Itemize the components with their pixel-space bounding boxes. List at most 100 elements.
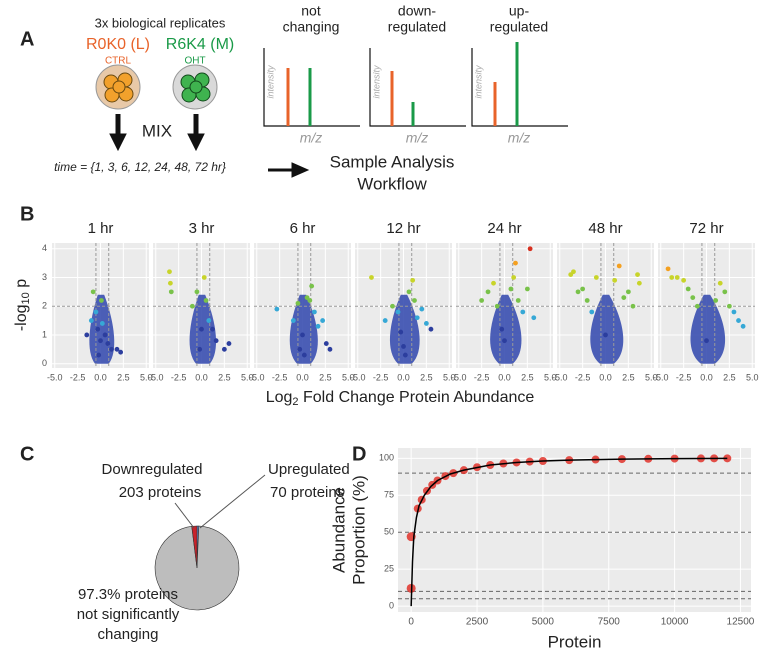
- point: [167, 280, 173, 286]
- point: [320, 318, 326, 323]
- x-tick-label: -5.0: [552, 372, 568, 382]
- point: [527, 246, 533, 252]
- x-tick-label: -5.0: [451, 372, 467, 382]
- facet-title: 12 hr: [386, 220, 420, 237]
- point: [315, 323, 321, 329]
- point: [428, 326, 434, 332]
- x-tick-label: 0.0: [94, 372, 107, 382]
- axis-label-part: p: [13, 279, 30, 292]
- point: [511, 275, 517, 280]
- x-tick-label: 0.0: [599, 372, 612, 382]
- y-tick-label: 3: [42, 272, 47, 282]
- medium-label: R6K4 (M): [166, 36, 234, 53]
- spectrum-title: up-: [509, 3, 530, 19]
- x-tick-label: 0.0: [397, 372, 410, 382]
- point: [726, 303, 732, 309]
- point: [685, 286, 691, 292]
- point: [98, 338, 103, 344]
- point: [736, 318, 741, 323]
- point: [485, 289, 491, 295]
- axis-label-part: -log: [13, 304, 30, 331]
- density-core: [289, 294, 318, 364]
- point: [410, 277, 416, 283]
- x-tick-label: 7500: [598, 617, 621, 628]
- point: [571, 269, 576, 275]
- point: [531, 315, 537, 321]
- point: [109, 346, 114, 352]
- point: [621, 295, 627, 300]
- spectrum-y-label: intensity: [371, 65, 381, 99]
- y-axis-label: Abundance: [329, 487, 348, 573]
- point: [99, 321, 105, 326]
- x-tick-label: 2.5: [319, 372, 332, 382]
- axis-label-part: 2: [292, 396, 298, 408]
- x-tick-label: 0.0: [195, 372, 208, 382]
- point: [206, 318, 212, 323]
- point: [704, 338, 709, 344]
- x-tick-label: -5.0: [47, 372, 63, 382]
- point: [96, 352, 102, 358]
- point: [520, 309, 526, 315]
- leader: [199, 474, 266, 529]
- point: [105, 341, 111, 346]
- x-tick-label: 0.0: [296, 372, 309, 382]
- point: [406, 289, 412, 295]
- workflow: Workflow: [357, 174, 427, 193]
- point: [210, 326, 215, 332]
- point: [635, 272, 640, 278]
- point: [194, 289, 200, 295]
- x-tick-label: -5.0: [653, 372, 669, 382]
- slice-label: Downregulated: [102, 461, 203, 478]
- point: [201, 275, 207, 280]
- x-tick-label: 5.0: [241, 372, 254, 382]
- spectrum-y-label: intensity: [265, 65, 275, 99]
- point: [168, 289, 174, 295]
- point: [740, 323, 746, 329]
- slice-label: changing: [98, 626, 159, 643]
- light-condition: CTRL: [105, 56, 132, 67]
- point: [390, 303, 395, 309]
- y-tick-label: 4: [42, 243, 47, 253]
- mix: MIX: [142, 121, 172, 140]
- point: [309, 283, 315, 289]
- x-tick-label: 2.5: [117, 372, 130, 382]
- x-tick-label: 2.5: [723, 372, 736, 382]
- y-tick-label: 50: [384, 527, 394, 537]
- point: [395, 309, 401, 315]
- point: [213, 338, 219, 344]
- x-tick-label: 5.0: [544, 372, 557, 382]
- panel-label: A: [20, 28, 34, 50]
- point: [494, 303, 500, 309]
- point: [690, 295, 696, 300]
- point: [593, 275, 599, 280]
- point: [199, 326, 204, 332]
- point: [307, 298, 313, 303]
- spectrum-title: regulated: [388, 19, 446, 35]
- point: [636, 280, 642, 286]
- y-tick-label: 2: [42, 301, 47, 311]
- point: [90, 289, 96, 295]
- x-tick-label: 5.0: [746, 372, 759, 382]
- x-tick-label: 5.0: [645, 372, 658, 382]
- y-axis-label: -log10 p: [13, 279, 32, 331]
- point: [401, 344, 406, 349]
- x-tick-label: 2.5: [420, 372, 433, 382]
- x-tick-label: -2.5: [575, 372, 591, 382]
- point: [674, 275, 680, 280]
- plot-background: [398, 448, 751, 612]
- point: [167, 269, 172, 275]
- point: [722, 289, 728, 295]
- point: [114, 346, 120, 352]
- x-axis-label: Log2 Fold Change Protein Abundance: [266, 389, 535, 408]
- x-tick-label: 5000: [532, 617, 555, 628]
- point: [398, 329, 404, 335]
- x-tick-label: 0.0: [498, 372, 511, 382]
- facet-title: 48 hr: [588, 220, 622, 237]
- slice-label: Upregulated: [268, 461, 350, 478]
- x-tick-label: -2.5: [171, 372, 187, 382]
- time-points: time = {1, 3, 6, 12, 24, 48, 72 hr}: [54, 160, 226, 174]
- density-core: [590, 294, 624, 364]
- point: [499, 326, 505, 332]
- x-tick-label: -2.5: [272, 372, 288, 382]
